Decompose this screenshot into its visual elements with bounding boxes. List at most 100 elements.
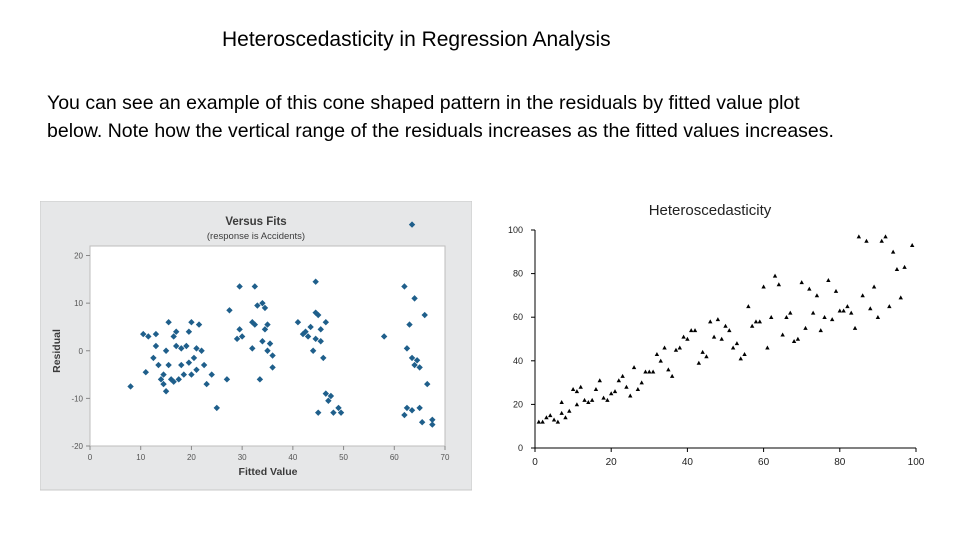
data-point [269,364,276,371]
data-point [582,397,587,402]
y-tick-label: 100 [508,225,523,235]
chart-subtitle: (response is Accidents) [207,231,305,242]
data-point [408,221,416,228]
data-point [551,417,557,422]
data-point [335,404,342,412]
data-point [416,404,423,412]
data-point [803,325,808,330]
data-point [715,317,721,322]
data-point [304,333,312,340]
data-point [173,342,180,350]
data-point [401,283,408,290]
data-point [746,304,751,309]
y-tick-label: 20 [74,252,83,261]
data-point [317,326,324,333]
data-point [810,310,816,315]
data-point [605,397,610,402]
data-point [264,347,271,354]
data-point [791,338,797,343]
data-point [559,410,564,415]
data-point [601,395,606,400]
data-point [864,238,869,243]
data-point [170,333,177,340]
data-point [411,361,418,369]
data-point [860,293,865,298]
data-point [162,388,170,395]
data-point [406,321,413,328]
x-tick-label: 0 [532,457,538,468]
data-point [738,356,743,361]
data-point [639,380,644,385]
data-point [312,309,319,316]
data-point [578,384,583,389]
data-point [628,393,633,398]
data-point [609,391,614,396]
data-point [173,328,180,335]
data-point [185,359,193,366]
x-tick-label: 80 [834,457,846,468]
data-point [536,419,542,424]
data-point [165,361,172,369]
chart-title: Versus Fits [225,216,286,228]
data-point [160,380,167,388]
data-point [753,319,759,324]
x-tick-label: 100 [908,457,925,468]
data-point [822,315,827,319]
data-point [226,307,233,314]
data-points [536,234,915,424]
data-point [734,341,740,346]
data-point [264,321,271,328]
plot-area [89,245,446,447]
data-point [692,328,698,333]
data-point [307,323,314,331]
data-point [411,295,418,302]
data-point [178,361,185,369]
data-point [685,336,690,341]
data-point [909,243,915,248]
data-point [719,336,724,341]
data-point [845,304,850,309]
data-point [337,409,345,416]
data-point [416,364,423,371]
data-point [320,354,327,362]
data-point [183,342,190,350]
data-point [203,380,210,388]
data-point [421,311,428,319]
data-point [160,371,167,378]
versus-fits-chart: Versus Fits (response is Accidents) Fitt… [40,201,472,491]
data-point [200,361,208,369]
slide-body-text: You can see an example of this cone shap… [47,89,947,145]
y-tick-label: 20 [513,399,523,409]
data-point [198,347,205,354]
data-point [190,354,198,362]
data-point [127,383,134,390]
data-point [673,347,679,352]
data-point [658,358,663,363]
y-tick-label: -10 [71,394,83,403]
data-point [317,338,324,345]
data-point [814,293,820,298]
data-point [185,328,193,335]
data-point [327,392,335,400]
data-point [162,347,170,354]
data-point [418,418,426,426]
data-point [894,267,900,272]
heteroscedasticity-chart: Heteroscedasticity 0 20 40 60 80 100 100 80 60 40… [508,202,925,468]
data-point [309,347,317,354]
data-point [856,234,862,239]
data-point [325,397,332,404]
data-point [624,384,629,389]
y-tick-label: 80 [513,269,523,279]
data-point [902,264,907,269]
data-point [175,376,182,383]
x-tick-label: 20 [606,457,618,468]
data-point [761,284,766,289]
data-point [152,342,160,350]
data-point [849,310,854,315]
data-point [315,311,322,319]
data-point [890,249,896,254]
data-point [413,357,421,364]
data-point [742,352,747,357]
data-point [294,318,302,326]
y-tick-label: 40 [513,356,523,366]
